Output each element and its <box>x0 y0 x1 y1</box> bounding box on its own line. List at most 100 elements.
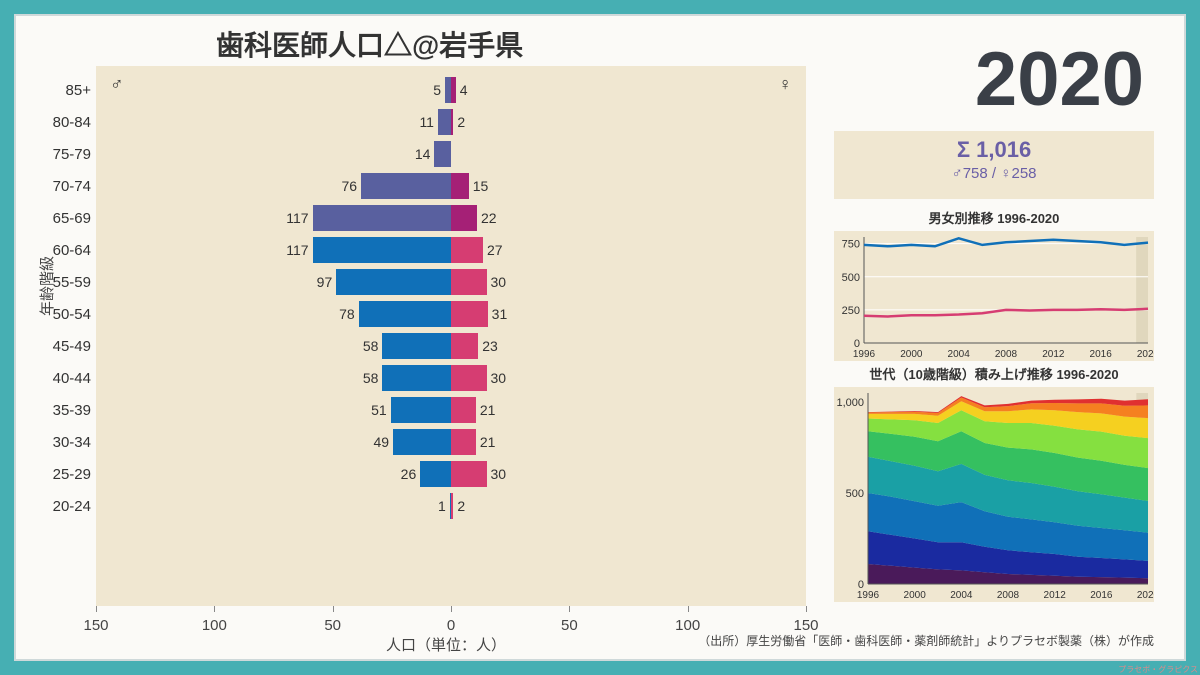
svg-text:2020: 2020 <box>1137 349 1154 360</box>
female-bar <box>451 365 487 391</box>
age-label: 85+ <box>26 82 91 99</box>
female-bar <box>451 461 487 487</box>
male-bar <box>393 429 451 455</box>
female-bar <box>451 173 469 199</box>
x-tick: 100 <box>675 617 700 634</box>
svg-text:2008: 2008 <box>995 349 1018 360</box>
age-label: 45-49 <box>26 338 91 355</box>
female-value: 22 <box>477 210 501 226</box>
svg-text:2000: 2000 <box>900 349 923 360</box>
male-bar <box>313 205 451 231</box>
female-value: 2 <box>453 114 469 130</box>
svg-text:2004: 2004 <box>948 349 971 360</box>
age-label: 70-74 <box>26 178 91 195</box>
female-bar <box>451 333 478 359</box>
pyramid-row: 35-395121 <box>96 394 806 426</box>
age-label: 20-24 <box>26 498 91 515</box>
age-label: 25-29 <box>26 466 91 483</box>
svg-text:2004: 2004 <box>950 590 973 601</box>
svg-text:750: 750 <box>842 239 860 251</box>
male-bar <box>313 237 451 263</box>
population-pyramid: ♂ ♀ 85+5480-8411275-791470-74761565-6911… <box>96 66 806 606</box>
source-text: （出所）厚生労働省「医師・歯科医師・薬剤師統計」よりプラセボ製薬（株）が作成 <box>698 632 1154 649</box>
age-label: 60-64 <box>26 242 91 259</box>
svg-text:2008: 2008 <box>997 590 1020 601</box>
gender-trend-chart: 02505007501996200020042008201220162020 <box>834 231 1154 361</box>
svg-text:250: 250 <box>842 305 860 317</box>
pyramid-row: 50-547831 <box>96 298 806 330</box>
female-bar <box>451 429 476 455</box>
male-value: 78 <box>335 306 359 322</box>
cohort-stack-chart: 05001,0001996200020042008201220162020 <box>834 387 1154 602</box>
female-value: 30 <box>487 274 511 290</box>
male-bar <box>434 141 451 167</box>
female-value: 30 <box>487 370 511 386</box>
x-tick: 150 <box>83 617 108 634</box>
pyramid-row: 45-495823 <box>96 330 806 362</box>
female-value: 31 <box>488 306 512 322</box>
female-bar <box>451 397 476 423</box>
male-bar <box>420 461 451 487</box>
age-label: 50-54 <box>26 306 91 323</box>
pyramid-row: 60-6411727 <box>96 234 806 266</box>
x-tick: 50 <box>324 617 341 634</box>
svg-text:2016: 2016 <box>1090 590 1113 601</box>
male-value: 76 <box>338 178 362 194</box>
male-value: 5 <box>429 82 445 98</box>
male-value: 1 <box>434 498 450 514</box>
signature: プラセボ・グラピクス <box>1118 664 1198 675</box>
male-value: 58 <box>359 370 383 386</box>
svg-text:2000: 2000 <box>904 590 927 601</box>
age-label: 35-39 <box>26 402 91 419</box>
gender-trend-panel: 男女別推移 1996-2020 025050075019962000200420… <box>834 208 1154 361</box>
total-sigma: Σ 1,016 <box>834 137 1154 163</box>
male-bar <box>382 333 451 359</box>
pyramid-row: 85+54 <box>96 74 806 106</box>
male-female-split: ♂758 / ♀258 <box>834 165 1154 182</box>
male-value: 49 <box>369 434 393 450</box>
female-value: 15 <box>469 178 493 194</box>
pyramid-row: 80-84112 <box>96 106 806 138</box>
age-label: 55-59 <box>26 274 91 291</box>
female-value: 27 <box>483 242 507 258</box>
pyramid-row: 25-292630 <box>96 458 806 490</box>
x-tick: 50 <box>561 617 578 634</box>
male-bar <box>336 269 451 295</box>
age-label: 80-84 <box>26 114 91 131</box>
pyramid-row: 75-7914 <box>96 138 806 170</box>
female-value: 21 <box>476 434 500 450</box>
male-value: 51 <box>367 402 391 418</box>
pyramid-row: 65-6911722 <box>96 202 806 234</box>
svg-text:2016: 2016 <box>1090 349 1113 360</box>
mini1-title: 男女別推移 1996-2020 <box>834 208 1154 227</box>
x-tick: 0 <box>447 617 455 634</box>
svg-text:2020: 2020 <box>1137 590 1154 601</box>
pyramid-row: 40-445830 <box>96 362 806 394</box>
male-bar <box>382 365 451 391</box>
female-bar <box>451 301 488 327</box>
male-value: 14 <box>411 146 435 162</box>
female-bar <box>451 269 487 295</box>
main-panel: 歯科医師人口△@岩手県 年齢階級 ♂ ♀ 85+5480-8411275-791… <box>14 14 1186 661</box>
age-label: 40-44 <box>26 370 91 387</box>
chart-title: 歯科医師人口△@岩手県 <box>216 24 523 64</box>
female-bar <box>451 205 477 231</box>
svg-text:500: 500 <box>846 488 864 500</box>
male-bar <box>359 301 451 327</box>
male-value: 117 <box>282 242 312 258</box>
age-label: 65-69 <box>26 210 91 227</box>
svg-text:1996: 1996 <box>853 349 876 360</box>
male-value: 117 <box>282 210 312 226</box>
female-value: 23 <box>478 338 502 354</box>
svg-text:1996: 1996 <box>857 590 880 601</box>
female-value: 21 <box>476 402 500 418</box>
male-bar <box>438 109 451 135</box>
svg-text:2012: 2012 <box>1044 590 1067 601</box>
svg-text:2012: 2012 <box>1042 349 1065 360</box>
svg-text:500: 500 <box>842 272 860 284</box>
pyramid-row: 70-747615 <box>96 170 806 202</box>
pyramid-row: 20-2412 <box>96 490 806 522</box>
male-bar <box>391 397 451 423</box>
year-display: 2020 <box>975 36 1144 123</box>
pyramid-row: 55-599730 <box>96 266 806 298</box>
